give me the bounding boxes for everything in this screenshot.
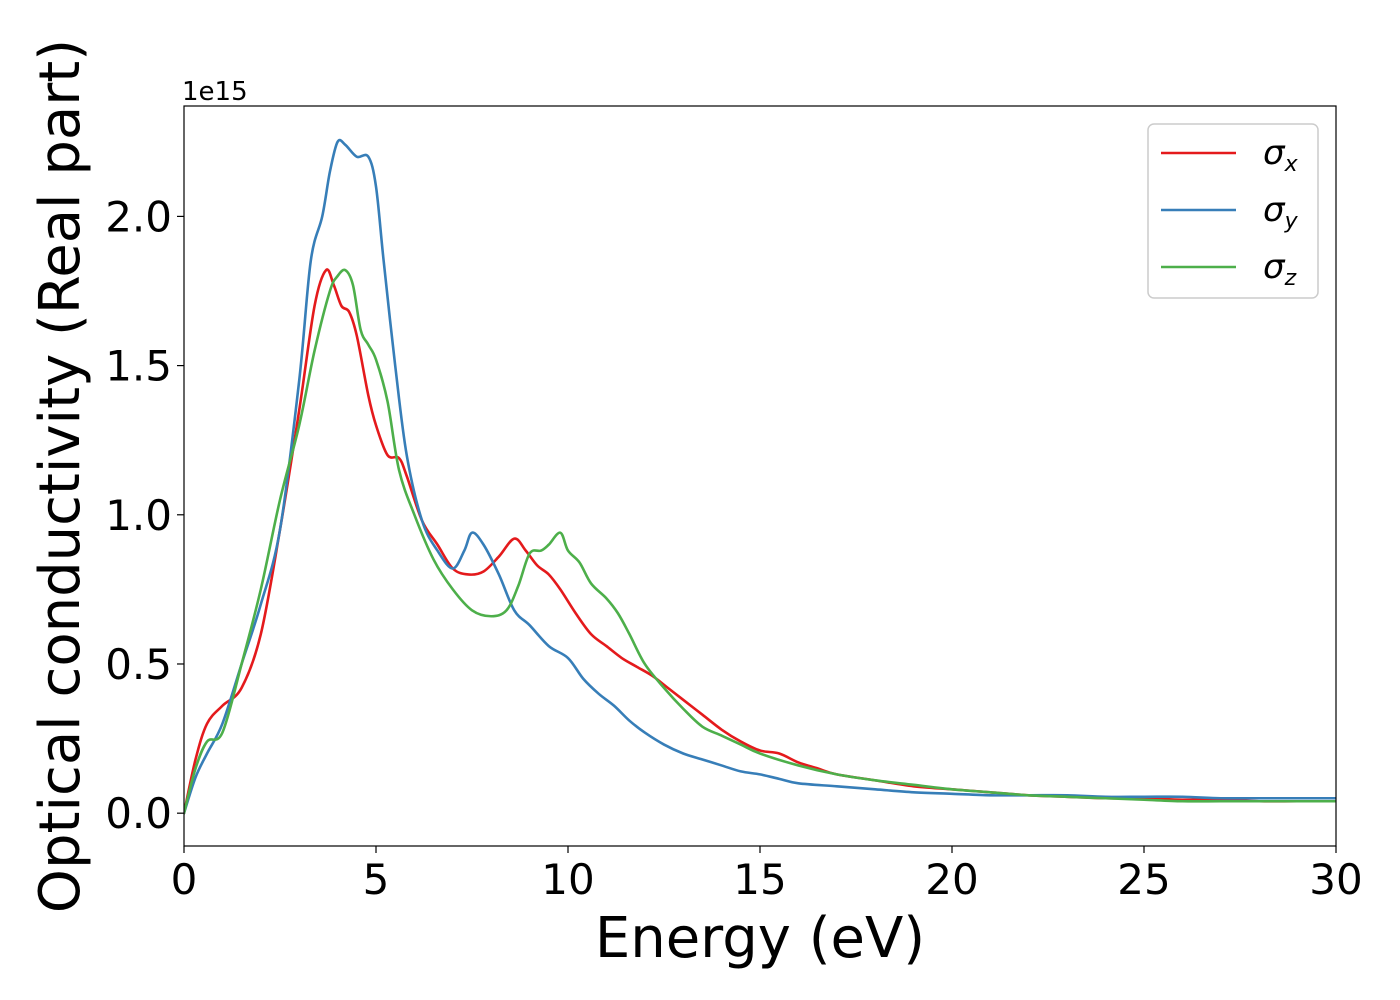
x-tick-label: 30 [1309, 855, 1362, 904]
series-line-z [184, 268, 1336, 815]
x-tick-label: 10 [541, 855, 594, 904]
x-axis-label: Energy (eV) [595, 906, 925, 971]
legend: σx σy σz [1147, 123, 1319, 299]
axes-layer: 0 5 10 15 20 25 30 0.0 0.5 1.0 1.5 2.0 [105, 192, 1363, 904]
y-tick-label: 0.5 [105, 640, 172, 689]
y-axis-label: Optical conductivity (Real part) [28, 39, 93, 913]
x-tick-label: 25 [1117, 855, 1170, 904]
x-tick-label: 20 [925, 855, 978, 904]
y-tick-label: 1.0 [105, 491, 172, 540]
x-tick-label: 0 [171, 855, 198, 904]
series-line-y [184, 138, 1336, 815]
y-offset-label: 1e15 [182, 77, 248, 107]
legend-label-x: σx [1263, 133, 1299, 177]
legend-label-z: σz [1263, 247, 1297, 291]
y-tick-label: 1.5 [105, 342, 172, 391]
y-tick-label: 2.0 [105, 192, 172, 241]
series-layer [184, 138, 1336, 815]
legend-label-y: σy [1263, 190, 1299, 234]
x-tick-label: 15 [733, 855, 786, 904]
y-tick-label: 0.0 [105, 789, 172, 838]
x-tick-label: 5 [363, 855, 390, 904]
